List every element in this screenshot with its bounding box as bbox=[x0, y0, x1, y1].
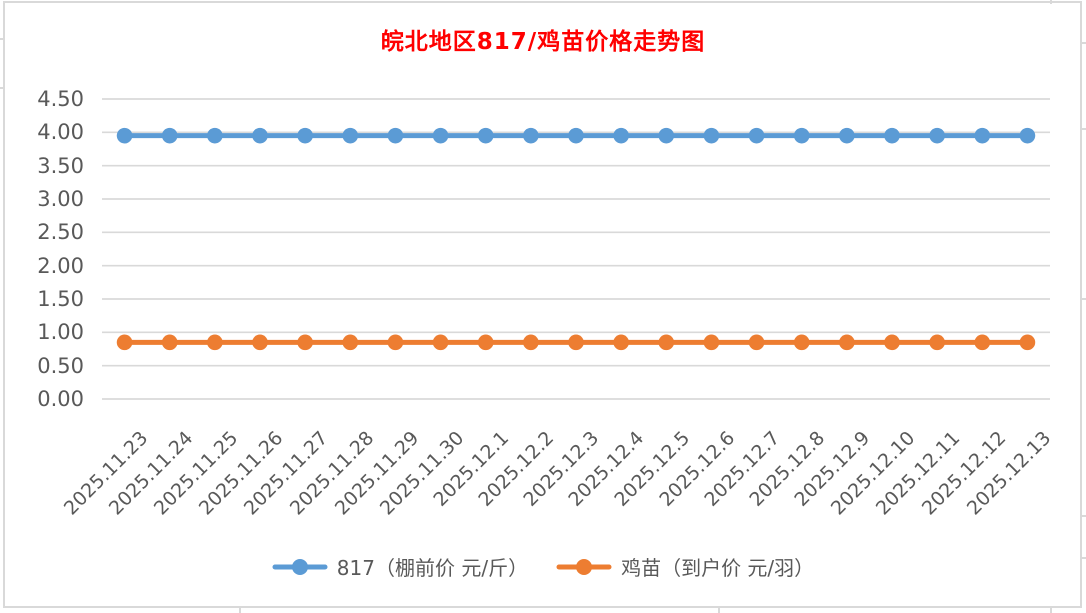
legend-label: 鸡苗（到户价 元/羽） bbox=[621, 556, 815, 580]
data-point bbox=[297, 334, 313, 351]
data-point bbox=[161, 127, 178, 144]
y-axis-tick-label: 3.00 bbox=[37, 187, 84, 211]
spreadsheet-gridline-stub bbox=[1080, 515, 1086, 517]
data-point bbox=[116, 127, 133, 144]
data-point bbox=[252, 127, 268, 144]
spreadsheet-gridline-stub bbox=[0, 38, 4, 40]
data-point bbox=[207, 334, 223, 351]
data-point bbox=[839, 334, 855, 351]
spreadsheet-gridline-stub bbox=[1050, 0, 1052, 4]
legend-item-0: 817（棚前价 元/斤） bbox=[272, 552, 528, 581]
data-point bbox=[523, 334, 539, 351]
data-point bbox=[793, 334, 810, 351]
data-point bbox=[568, 334, 584, 351]
chart-title: 皖北地区817/鸡苗价格走势图 bbox=[380, 29, 706, 55]
spreadsheet-gridline-stub bbox=[1080, 557, 1086, 559]
data-point bbox=[432, 334, 449, 351]
data-point bbox=[748, 127, 765, 144]
data-point bbox=[207, 127, 223, 144]
data-point bbox=[884, 334, 900, 351]
spreadsheet-gridline-stub bbox=[1050, 607, 1052, 613]
y-axis-tick-label: 1.00 bbox=[37, 320, 84, 345]
data-point bbox=[974, 127, 991, 144]
data-point bbox=[387, 127, 404, 144]
y-axis-tick-label: 0.50 bbox=[37, 353, 84, 378]
data-point bbox=[252, 334, 268, 351]
legend-label: 817（棚前价 元/斤） bbox=[336, 556, 529, 580]
y-axis-tick-label: 4.50 bbox=[37, 87, 84, 111]
legend-marker-icon bbox=[272, 558, 328, 575]
data-point bbox=[342, 334, 359, 351]
spreadsheet-gridline-stub bbox=[239, 607, 241, 613]
spreadsheet-gridline-stub bbox=[718, 607, 720, 613]
data-point bbox=[1019, 334, 1036, 351]
data-point bbox=[477, 334, 494, 351]
data-point bbox=[884, 127, 900, 144]
data-point bbox=[793, 127, 810, 144]
y-axis-tick-label: 3.50 bbox=[37, 153, 84, 178]
spreadsheet-gridline-stub bbox=[0, 87, 4, 89]
data-point bbox=[568, 127, 584, 144]
legend: 817（棚前价 元/斤） 鸡苗（到户价 元/羽） bbox=[0, 552, 1086, 581]
data-point bbox=[523, 127, 539, 144]
data-point bbox=[974, 334, 991, 351]
y-axis-tick-label: 0.00 bbox=[37, 387, 84, 411]
spreadsheet-gridline-stub bbox=[1080, 298, 1086, 300]
spreadsheet-gridline-stub bbox=[1080, 128, 1086, 130]
data-point bbox=[613, 334, 629, 351]
y-axis-tick-label: 2.00 bbox=[37, 253, 84, 278]
data-point bbox=[929, 127, 945, 144]
data-point bbox=[387, 334, 404, 351]
data-point bbox=[748, 334, 765, 351]
data-point bbox=[658, 334, 675, 351]
data-point bbox=[342, 127, 359, 144]
data-point bbox=[613, 127, 629, 144]
data-point bbox=[116, 334, 133, 351]
data-point bbox=[839, 127, 855, 144]
legend-marker-icon bbox=[556, 558, 612, 575]
data-point bbox=[703, 127, 720, 144]
data-point bbox=[161, 334, 178, 351]
spreadsheet-gridline-stub bbox=[1080, 42, 1086, 44]
data-point bbox=[929, 334, 945, 351]
data-point bbox=[297, 127, 313, 144]
data-point bbox=[477, 127, 494, 144]
y-axis-tick-label: 4.00 bbox=[37, 120, 84, 145]
y-axis-tick-label: 1.50 bbox=[37, 287, 84, 311]
data-point bbox=[432, 127, 449, 144]
data-point bbox=[658, 127, 675, 144]
y-axis-tick-label: 2.50 bbox=[37, 220, 84, 245]
legend-item-1: 鸡苗（到户价 元/羽） bbox=[556, 552, 814, 581]
data-point bbox=[703, 334, 720, 351]
data-point bbox=[1019, 127, 1036, 144]
